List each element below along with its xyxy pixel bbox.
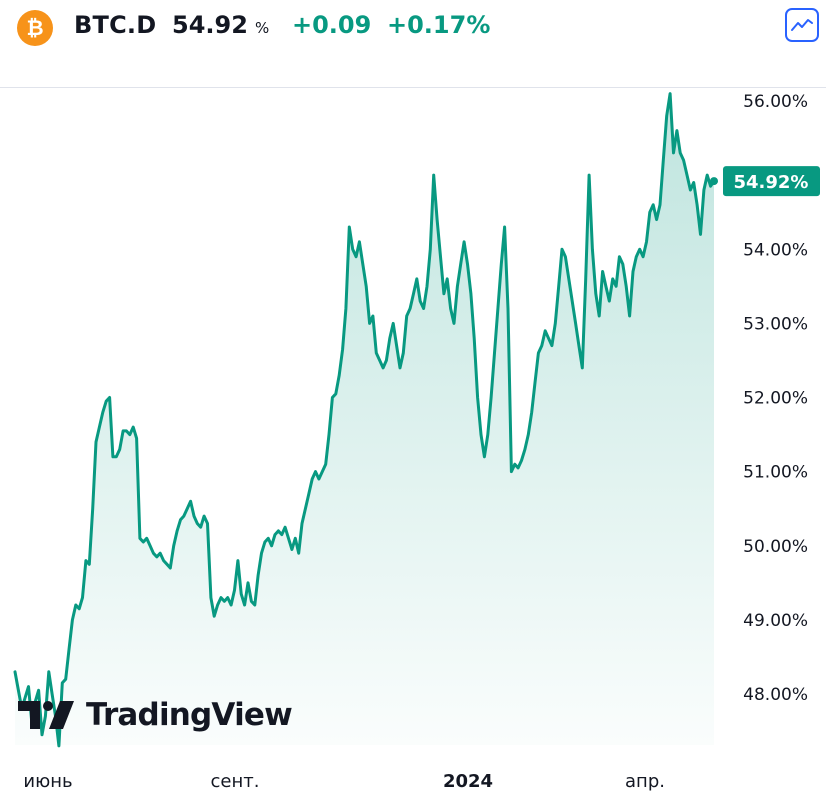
- price-value: 54.92: [172, 11, 248, 39]
- y-axis: 56.00% 54.00% 53.00% 52.00% 51.00% 50.00% 49.0…: [743, 92, 808, 705]
- y-tick-label: 48.00%: [743, 685, 808, 705]
- current-value-badge: [723, 166, 820, 197]
- current-value-layer: 54.92%: [710, 166, 820, 197]
- brand-name: TradingView: [86, 697, 293, 733]
- price-change-percent: +0.17%: [387, 11, 491, 39]
- x-axis: июнь сент. 2024 апр.: [23, 771, 665, 792]
- price-unit: %: [255, 19, 270, 37]
- series-layer: [13, 92, 716, 748]
- tradingview-logo[interactable]: TradingView: [18, 697, 293, 733]
- y-tick-label: 49.00%: [743, 611, 808, 631]
- x-tick-label: 2024: [443, 771, 493, 792]
- current-value-dot: [710, 177, 718, 186]
- current-value-label: 54.92%: [734, 172, 809, 193]
- y-tick-label: 52.00%: [743, 389, 808, 409]
- y-tick-label: 54.00%: [743, 240, 808, 260]
- chart-type-button[interactable]: [785, 8, 819, 42]
- x-tick-label: апр.: [625, 771, 665, 792]
- header-divider: [0, 87, 826, 88]
- series-line: [13, 92, 716, 748]
- symbol-name[interactable]: BTC.D: [74, 11, 157, 39]
- bitcoin-icon: ₿: [17, 10, 53, 46]
- price-change: +0.09: [292, 11, 372, 39]
- y-tick-label: 50.00%: [743, 537, 808, 557]
- y-tick-label: 56.00%: [743, 92, 808, 112]
- y-tick-label: 53.00%: [743, 314, 808, 334]
- x-tick-label: июнь: [23, 771, 72, 792]
- line-chart-icon: [791, 19, 813, 31]
- header: ₿ BTC.D 54.92 % +0.09 +0.17%: [0, 0, 826, 56]
- x-tick-label: сент.: [211, 771, 260, 792]
- y-tick-label: 51.00%: [743, 463, 808, 483]
- tradingview-logo-icon: [18, 701, 74, 729]
- series-area: [15, 93, 714, 746]
